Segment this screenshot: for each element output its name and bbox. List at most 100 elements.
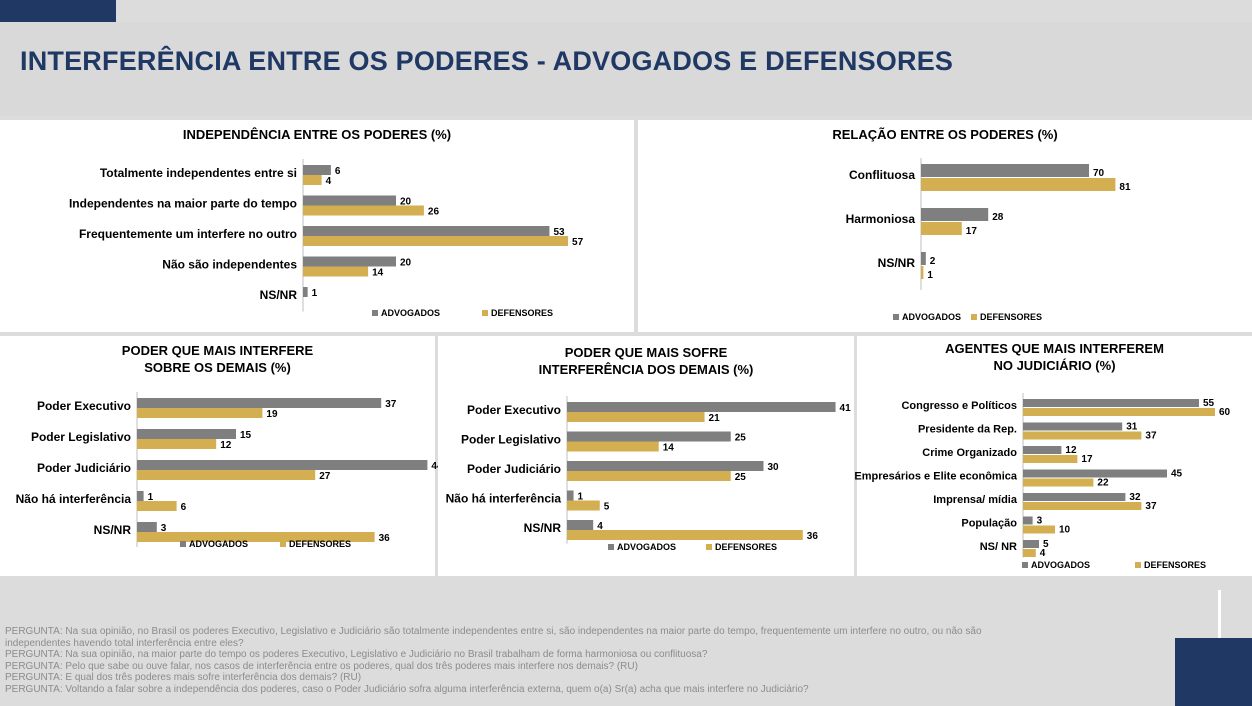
data-label: 37 bbox=[385, 399, 397, 410]
data-label: 26 bbox=[428, 207, 440, 218]
bar-defensores bbox=[1023, 502, 1142, 510]
chart-title: INDEPENDÊNCIA ENTRE OS PODERES (%) bbox=[182, 127, 452, 142]
data-label: 4 bbox=[597, 521, 603, 532]
category-label: Poder Judiciário bbox=[37, 461, 131, 475]
bar-advogados bbox=[137, 522, 157, 532]
bar-advogados bbox=[1023, 469, 1167, 478]
chart-panel-independencia: INDEPENDÊNCIA ENTRE OS PODERES (%) Total… bbox=[0, 120, 634, 332]
bar-defensores bbox=[1023, 431, 1142, 440]
bar-defensores bbox=[1023, 549, 1036, 557]
bar-defensores bbox=[567, 471, 731, 481]
bar-advogados bbox=[567, 520, 594, 530]
category-label: Imprensa/ mídia bbox=[933, 494, 1018, 506]
legend-label-defensores: DEFENSORES bbox=[491, 308, 553, 318]
chart-title-line-2: INTERFERÊNCIA DOS DEMAIS (%) bbox=[538, 362, 754, 377]
chart-title-line-1: AGENTES QUE MAIS INTERFEREM bbox=[945, 341, 1164, 356]
data-label: 19 bbox=[266, 409, 278, 420]
bar-advogados bbox=[1023, 516, 1033, 525]
bar-advogados bbox=[1023, 540, 1039, 548]
data-label: 6 bbox=[335, 166, 341, 177]
data-label: 2 bbox=[930, 256, 936, 267]
data-label: 17 bbox=[966, 226, 978, 237]
category-label: NS/NR bbox=[878, 256, 916, 270]
bar-defensores bbox=[567, 530, 803, 540]
legend-label-defensores: DEFENSORES bbox=[715, 542, 777, 552]
bar-advogados bbox=[1023, 399, 1199, 407]
bar-defensores bbox=[567, 412, 705, 422]
bar-advogados bbox=[567, 490, 574, 501]
data-label: 57 bbox=[572, 237, 584, 248]
chart-title-line-1: PODER QUE MAIS SOFRE bbox=[564, 345, 728, 360]
note-line: PERGUNTA: E qual dos três poderes mais s… bbox=[5, 672, 362, 684]
category-label: Harmoniosa bbox=[846, 212, 916, 226]
legend-label-advogados: ADVOGADOS bbox=[1031, 560, 1090, 570]
bar-defensores bbox=[921, 222, 962, 235]
bar-defensores bbox=[137, 470, 316, 480]
chart-title-line-1: PODER QUE MAIS INTERFERE bbox=[121, 343, 314, 358]
data-label: 20 bbox=[400, 258, 412, 269]
data-label: 17 bbox=[1081, 454, 1093, 465]
bar-advogados bbox=[137, 491, 144, 501]
data-label: 3 bbox=[1037, 516, 1043, 527]
data-label: 44 bbox=[431, 461, 443, 472]
footer-band bbox=[0, 590, 1252, 706]
category-label: Não há interferência bbox=[446, 492, 562, 506]
legend-label-defensores: DEFENSORES bbox=[980, 312, 1042, 322]
chart-svg: Congresso e Políticos 55 60 Presidente da R… bbox=[854, 393, 1231, 570]
category-label: Não há interferência bbox=[16, 492, 132, 506]
data-label: 55 bbox=[1203, 398, 1215, 409]
chart-title-line-2: SOBRE OS DEMAIS (%) bbox=[144, 360, 291, 375]
chart-title-line-2: NO JUDICIÁRIO (%) bbox=[993, 358, 1116, 373]
bar-advogados bbox=[1023, 446, 1062, 454]
legend-swatch-defensores bbox=[971, 314, 977, 320]
category-label: NS/NR bbox=[260, 288, 298, 302]
category-label: Poder Legislativo bbox=[461, 433, 561, 447]
data-label: 37 bbox=[1145, 501, 1157, 512]
data-label: 20 bbox=[400, 197, 412, 208]
category-label: Totalmente independentes entre si bbox=[100, 166, 297, 180]
chart-title: PODER QUE MAIS SOFRE INTERFERÊNCIA DOS D… bbox=[438, 344, 854, 378]
bar-advogados bbox=[137, 460, 428, 470]
data-label: 4 bbox=[326, 176, 332, 187]
data-label: 21 bbox=[709, 413, 721, 424]
header-band bbox=[0, 22, 1252, 116]
bar-defensores bbox=[137, 408, 263, 418]
category-label: Não são independentes bbox=[162, 258, 297, 272]
bar-advogados bbox=[137, 429, 236, 439]
legend-swatch-advogados bbox=[372, 310, 378, 316]
bar-defensores bbox=[303, 175, 322, 185]
data-label: 36 bbox=[807, 531, 819, 542]
bar-advogados bbox=[303, 287, 308, 297]
corner-accent-bottom-right bbox=[1175, 638, 1252, 706]
legend-swatch-advogados bbox=[893, 314, 899, 320]
data-label: 1 bbox=[312, 288, 318, 299]
data-label: 31 bbox=[1126, 422, 1138, 433]
chart-svg: Conflituosa 70 81 Harmoniosa 28 17 NS/NR 2 1 ADVO… bbox=[846, 158, 1131, 322]
chart-panel-agentes: AGENTES QUE MAIS INTERFEREM NO JUDICIÁRI… bbox=[854, 336, 1252, 576]
data-label: 12 bbox=[220, 440, 232, 451]
category-label: Independentes na maior parte do tempo bbox=[69, 197, 297, 211]
category-label: Poder Legislativo bbox=[31, 430, 131, 444]
data-label: 30 bbox=[768, 462, 780, 473]
data-label: 32 bbox=[1129, 492, 1141, 503]
bar-defensores bbox=[137, 439, 217, 449]
category-label: Poder Executivo bbox=[467, 403, 561, 417]
legend-swatch-advogados bbox=[608, 544, 614, 550]
legend-swatch-advogados bbox=[180, 541, 186, 547]
category-label: Poder Executivo bbox=[37, 399, 131, 413]
chart-title: PODER QUE MAIS INTERFERE SOBRE OS DEMAIS… bbox=[0, 342, 435, 376]
bar-defensores bbox=[1023, 455, 1078, 463]
category-label: Poder Judiciário bbox=[467, 462, 561, 476]
bar-defensores bbox=[921, 266, 924, 279]
category-label: Conflituosa bbox=[849, 168, 915, 182]
data-label: 70 bbox=[1093, 168, 1105, 179]
data-label: 22 bbox=[1097, 478, 1109, 489]
chart-title: RELAÇÃO ENTRE OS PODERES (%) bbox=[832, 127, 1058, 142]
category-label: NS/ NR bbox=[980, 541, 1017, 553]
bar-defensores bbox=[137, 501, 177, 511]
data-label: 1 bbox=[927, 270, 933, 281]
chart-panel-poder-sofre: PODER QUE MAIS SOFRE INTERFERÊNCIA DOS D… bbox=[438, 336, 854, 576]
legend-swatch-defensores bbox=[1135, 562, 1141, 568]
bar-defensores bbox=[303, 236, 569, 246]
footer-separator bbox=[1218, 590, 1221, 638]
